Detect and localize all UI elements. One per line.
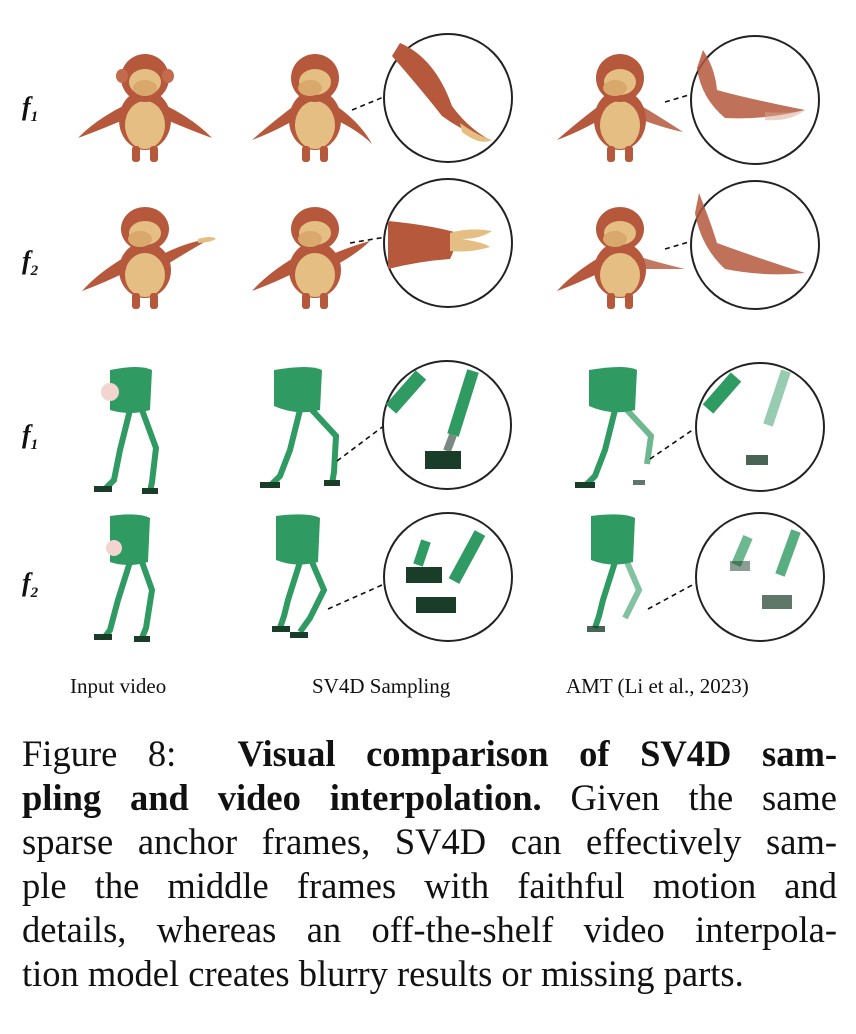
caption-line-4: ple the middle frames with faithful moti… <box>22 865 837 906</box>
caption-bold-title-1: Visual comparison of SV4D sam- <box>237 733 838 774</box>
column-label-amt: AMT (Li et al., 2023) <box>566 674 749 698</box>
monkey-f2-sv4d-zoom <box>349 178 513 308</box>
robot-f2-amt-image <box>587 514 643 632</box>
monkey-f1-sv4d-zoom <box>351 33 513 163</box>
caption-line-1: Figure 8: Visual comparison of SV4D sam- <box>22 732 837 776</box>
monkey-f2-sv4d-image <box>252 207 370 309</box>
figure-caption: Figure 8: Visual comparison of SV4D sam-… <box>22 732 837 996</box>
monkey-f1-input-image <box>78 54 212 162</box>
monkey-f1-amt-zoom <box>664 35 820 165</box>
robot-f2-sv4d-zoom <box>327 512 513 642</box>
robot-f1-input-image <box>94 367 160 494</box>
robot-f1-amt-zoom <box>649 362 825 492</box>
caption-bold-title-2: pling and video interpolation. <box>22 777 542 818</box>
row-label-f1-robot: f1 <box>22 420 39 454</box>
row-label-f1-monkey: f1 <box>22 92 39 126</box>
robot-f1-sv4d-zoom <box>336 360 512 490</box>
caption-line-2-rest: Given the same <box>541 777 837 818</box>
column-label-sv4d-sampling: SV4D Sampling <box>312 674 451 698</box>
monkey-f2-amt-zoom <box>664 180 820 310</box>
robot-f1-sv4d-image <box>260 367 340 489</box>
robot-f2-sv4d-image <box>272 514 328 638</box>
monkey-f1-amt-image <box>557 54 683 162</box>
caption-line-5: details, whereas an off-the-shelf video … <box>22 909 837 950</box>
caption-prefix: Figure 8: <box>22 733 177 774</box>
monkey-f2-input-image <box>82 207 216 309</box>
robot-f1-amt-image <box>575 367 655 489</box>
caption-line-6: tion model creates blurry results or mis… <box>22 953 744 994</box>
row-label-f2-robot: f2 <box>22 568 39 602</box>
column-label-input-video: Input video <box>70 674 167 698</box>
monkey-f2-amt-image <box>557 207 685 309</box>
robot-f2-input-image <box>94 514 156 642</box>
monkey-f1-sv4d-image <box>252 54 372 162</box>
caption-line-2: pling and video interpolation. Given the… <box>22 776 837 820</box>
figure-8: f1 f2 f1 f2 <box>22 33 825 698</box>
caption-line-3: sparse anchor frames, SV4D can effective… <box>22 821 837 862</box>
robot-f2-amt-zoom <box>647 512 825 642</box>
row-label-f2-monkey: f2 <box>22 246 39 280</box>
